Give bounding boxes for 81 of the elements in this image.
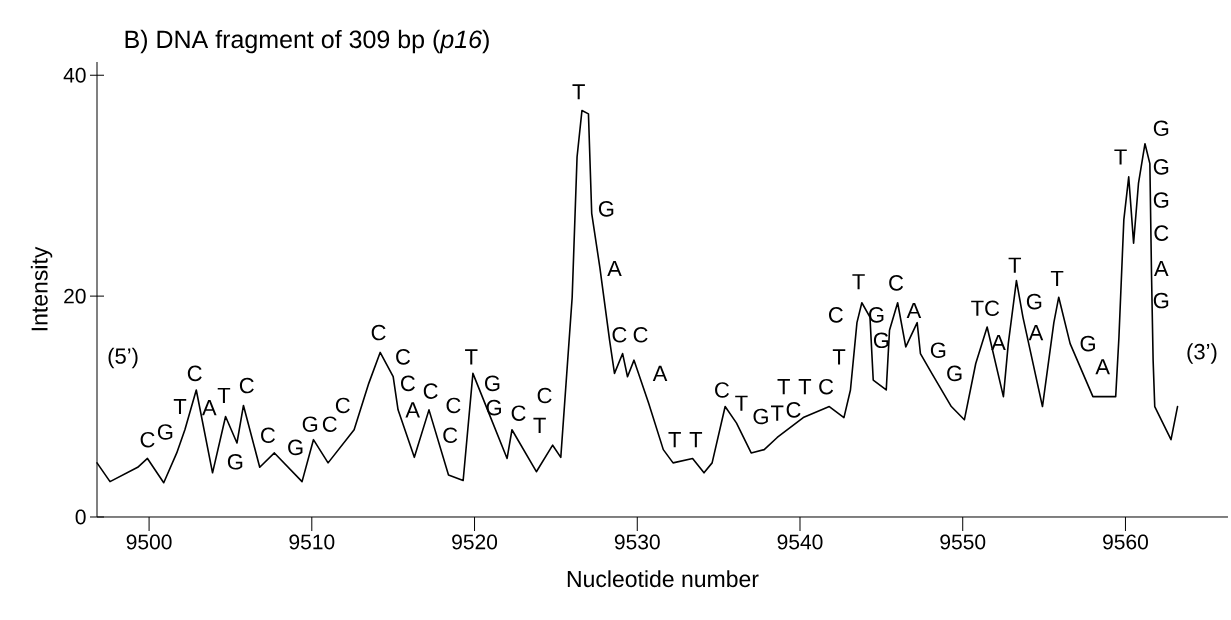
annotation: T: [173, 398, 187, 415]
annotation: G: [1153, 159, 1169, 175]
annotation: G: [598, 201, 614, 217]
annotation: C: [335, 397, 350, 414]
chart-title: B) DNA fragment of 309 bp (p16): [125, 29, 489, 54]
annotation: C: [322, 416, 337, 433]
annotation: A: [202, 400, 217, 416]
annotation: G: [227, 453, 243, 470]
annotation: T: [1050, 270, 1064, 287]
annotation: T: [533, 417, 546, 433]
annotation: G: [1026, 293, 1042, 310]
annotation: T: [852, 274, 865, 290]
annotation: G: [485, 375, 500, 392]
annotation: A: [1153, 260, 1169, 277]
annotation: C: [819, 378, 834, 395]
annotation: C: [396, 349, 411, 365]
annotation: C: [400, 375, 415, 392]
annotation: T: [465, 349, 478, 365]
annotation: T: [668, 432, 681, 448]
annotation: G: [930, 342, 946, 359]
annotation: C: [239, 377, 254, 394]
annotation: C: [715, 382, 729, 398]
x-tick-label: 9560: [1103, 534, 1148, 550]
x-axis-title: Nucleotide number: [567, 570, 759, 588]
annotation: A: [906, 302, 922, 319]
x-tick-label: 9520: [452, 534, 498, 550]
y-tick-label: 0: [75, 509, 86, 525]
annotation: G: [869, 307, 884, 323]
annotation: T: [735, 395, 748, 411]
annotation: G: [1153, 120, 1169, 137]
annotation: A: [607, 260, 622, 277]
annotation: G: [157, 424, 173, 440]
annotation: G: [753, 408, 768, 425]
annotation: C: [633, 326, 648, 343]
annotation: C: [261, 427, 275, 444]
annotation: G: [1080, 335, 1095, 352]
x-tick-label: 9510: [289, 534, 335, 550]
annotation: C: [511, 405, 526, 421]
annotation: C: [187, 365, 202, 382]
annotation: C: [537, 387, 552, 404]
x-tick-label: 9530: [614, 534, 660, 550]
annotation: G: [947, 365, 962, 382]
annotation: A: [991, 334, 1006, 351]
annotation: A: [652, 365, 668, 381]
annotation: G: [486, 399, 501, 416]
annotation: C: [443, 427, 458, 444]
annotation: T: [971, 300, 984, 316]
annotation: G: [302, 416, 318, 433]
annotation: C: [786, 402, 801, 418]
annotation: T: [217, 387, 231, 404]
annotation: C: [446, 397, 461, 414]
annotation: (3’): [1187, 343, 1217, 364]
x-tick-label: 9500: [126, 534, 172, 550]
annotation: G: [1153, 192, 1169, 208]
annotation: G: [1153, 292, 1169, 309]
annotation: G: [288, 439, 303, 456]
annotation: C: [1154, 225, 1169, 241]
annotation: C: [371, 324, 386, 341]
annotation: T: [1008, 257, 1022, 273]
annotation: T: [771, 405, 784, 421]
annotation: C: [828, 307, 843, 323]
annotation: C: [889, 275, 904, 291]
annotation: C: [423, 383, 438, 399]
annotation: T: [777, 379, 790, 395]
annotation: (5’): [108, 347, 138, 369]
annotation: C: [985, 300, 1000, 317]
annotation: T: [798, 379, 812, 395]
annotation: C: [612, 326, 627, 343]
annotation: A: [1028, 324, 1044, 341]
annotation: T: [832, 349, 846, 365]
x-tick-label: 9550: [940, 534, 986, 550]
annotation: A: [1095, 359, 1110, 375]
x-tick-label: 9540: [777, 534, 823, 550]
annotation: T: [572, 84, 585, 100]
y-tick-label: 20: [64, 288, 86, 304]
y-tick-label: 40: [63, 67, 86, 83]
y-axis-title: Intensity: [30, 246, 53, 331]
annotation: A: [405, 402, 420, 418]
annotation: T: [689, 432, 703, 448]
annotation: T: [1114, 149, 1127, 165]
annotation: C: [140, 431, 155, 448]
